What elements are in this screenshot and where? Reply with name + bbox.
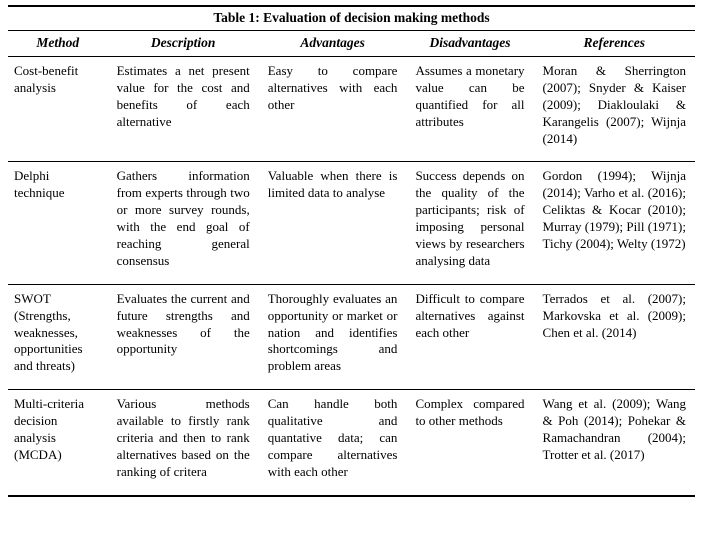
- cell-description: Various methods available to firstly ran…: [116, 396, 250, 479]
- cell-disadvantages: Complex compared to other methods: [415, 396, 525, 429]
- cell-disadvantages: Assumes a monetary value can be quantifi…: [415, 63, 525, 129]
- cell-disadvantages: Difficult to compare alternatives agains…: [415, 290, 525, 340]
- table-row: Multi-criteria decision analysis (MCDA) …: [8, 390, 695, 495]
- header-row: Method Description Advantages Disadvanta…: [8, 31, 695, 57]
- column-header-description: Description: [107, 31, 259, 57]
- cell-advantages: Easy to compare alternatives with each o…: [267, 63, 398, 112]
- cell-references: Gordon (1994); Wijnja (2014); Varho et a…: [542, 168, 686, 252]
- cell-advantages: Valuable when there is limited data to a…: [267, 168, 398, 201]
- decision-methods-table: Method Description Advantages Disadvanta…: [8, 31, 695, 495]
- column-header-advantages: Advantages: [258, 31, 407, 57]
- cell-description: Evaluates the current and future strengt…: [116, 290, 250, 357]
- cell-method: SWOT (Strengths, weaknesses, opportuniti…: [14, 290, 83, 374]
- cell-advantages: Thoroughly evaluates an opportunity or m…: [267, 290, 398, 374]
- table-title: Table 1: Evaluation of decision making m…: [8, 7, 695, 31]
- cell-method: Cost-benefit analysis: [14, 63, 79, 95]
- cell-method: Delphi technique: [14, 168, 65, 201]
- column-header-disadvantages: Disadvantages: [406, 31, 534, 57]
- cell-references: Moran & Sherrington (2007); Snyder & Kai…: [542, 63, 686, 146]
- cell-advantages: Can handle both qualitative and quantati…: [267, 396, 398, 479]
- cell-method: Multi-criteria decision analysis (MCDA): [14, 396, 85, 462]
- column-header-method: Method: [8, 31, 108, 57]
- cell-references: Wang et al. (2009); Wang & Poh (2014); P…: [542, 396, 686, 462]
- table-row: SWOT (Strengths, weaknesses, opportuniti…: [8, 284, 695, 390]
- column-header-references: References: [533, 31, 695, 57]
- evaluation-table: Table 1: Evaluation of decision making m…: [8, 5, 695, 497]
- table-row: Cost-benefit analysis Estimates a net pr…: [8, 57, 695, 162]
- cell-description: Gathers information from experts through…: [116, 168, 250, 268]
- cell-references: Terrados et al. (2007); Markovska et al.…: [542, 290, 686, 340]
- cell-description: Estimates a net present value for the co…: [116, 63, 250, 129]
- cell-disadvantages: Success depends on the quality of the pa…: [415, 168, 525, 268]
- table-row: Delphi technique Gathers information fro…: [8, 162, 695, 285]
